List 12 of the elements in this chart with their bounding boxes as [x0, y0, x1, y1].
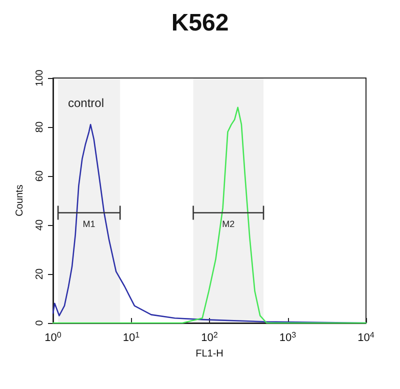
y-axis-title: Counts [14, 184, 26, 216]
chart-title: K562 [171, 10, 229, 36]
y-tick-label: 80 [34, 121, 46, 133]
y-tick-label: 0 [34, 320, 46, 326]
y-tick-label: 100 [34, 69, 46, 86]
y-tick-label: 40 [34, 219, 46, 231]
annotation: control [68, 96, 104, 110]
band-label: M1 [82, 218, 96, 229]
x-axis-title: FL1-H [196, 348, 224, 360]
y-tick-label: 20 [34, 268, 46, 280]
y-tick-label: 60 [34, 170, 46, 182]
band-label: M2 [222, 218, 235, 229]
